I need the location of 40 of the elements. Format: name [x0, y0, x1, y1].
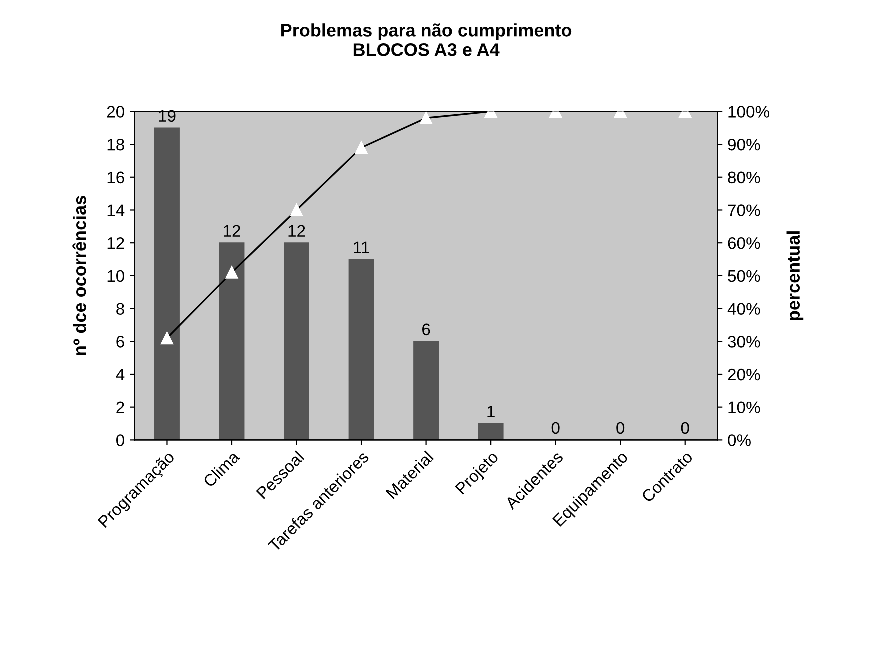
- data-label: 6: [422, 324, 430, 336]
- y-tick-label: 6: [116, 336, 124, 348]
- y2-axis-title: percentual: [786, 232, 804, 320]
- y-tick-label: 4: [116, 369, 125, 381]
- y-axis-title: nº dce ocorrências: [72, 196, 86, 356]
- y-tick-label: 0: [116, 434, 124, 446]
- y2-tick-label: 70%: [728, 204, 760, 216]
- bar: [284, 242, 310, 440]
- y2-tick-label: 0%: [728, 434, 751, 446]
- data-label: 12: [288, 225, 306, 237]
- bar: [478, 423, 504, 440]
- y2-tick-label: 30%: [728, 336, 760, 348]
- y-tick-label: 18: [108, 138, 124, 151]
- y-tick-label: 10: [108, 270, 124, 282]
- bar: [348, 259, 374, 440]
- data-label: 1: [488, 406, 495, 418]
- y2-tick-label: 20%: [728, 368, 760, 381]
- y2-tick-label: 40%: [728, 303, 760, 315]
- y2-tick-label: 100%: [728, 106, 770, 118]
- bar: [219, 242, 245, 440]
- data-label: 0: [616, 422, 625, 434]
- y-tick-label: 2: [116, 402, 124, 414]
- y-tick-label: 14: [108, 204, 125, 216]
- y-tick-label: 12: [108, 237, 124, 250]
- data-label: 0: [552, 422, 560, 434]
- data-label: 11: [354, 242, 370, 254]
- data-label: 0: [681, 422, 690, 434]
- chart-title: Problemas para não cumprimento BLOCOS A3 e A4: [282, 24, 572, 56]
- bar: [414, 341, 440, 440]
- y2-tick-label: 10%: [728, 402, 760, 414]
- data-label: 19: [159, 110, 176, 122]
- y-tick-label: 8: [116, 303, 124, 315]
- data-label: 12: [224, 225, 240, 237]
- y2-tick-label: 50%: [728, 270, 760, 282]
- bar: [154, 128, 180, 440]
- y-tick-label: 20: [107, 106, 124, 118]
- y2-tick-label: 80%: [728, 172, 760, 184]
- y2-tick-label: 60%: [728, 237, 760, 250]
- y2-tick-label: 90%: [728, 138, 760, 151]
- y-tick-label: 16: [108, 172, 124, 184]
